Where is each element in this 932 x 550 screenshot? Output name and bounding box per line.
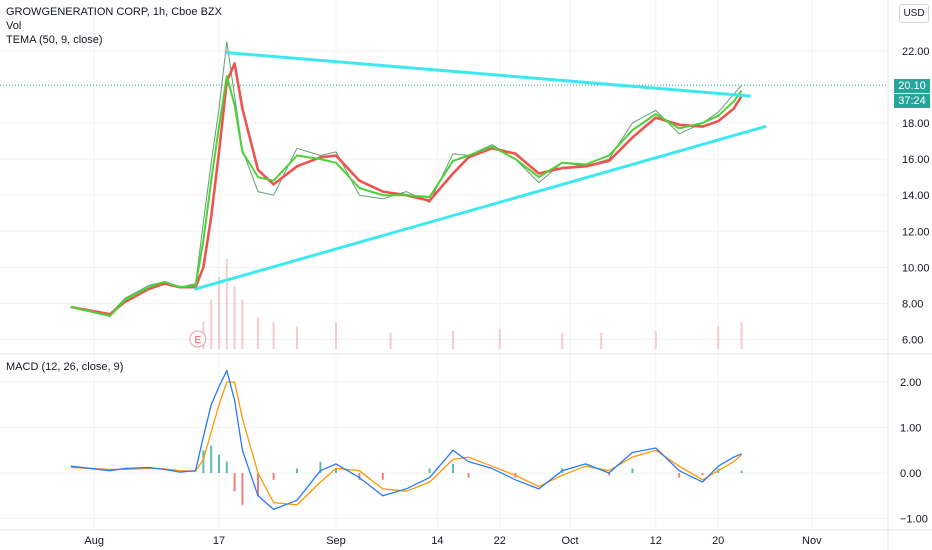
volume-bar — [296, 326, 298, 349]
vol-indicator-label[interactable]: Vol — [6, 20, 22, 32]
volume-bar — [257, 317, 259, 349]
macd-histogram-bar — [631, 468, 634, 473]
macd-axis-tick: −1.00 — [900, 514, 928, 526]
volume-bar — [225, 259, 228, 349]
macd-histogram-bar — [740, 470, 743, 473]
volume-bar — [272, 322, 275, 349]
macd-histogram-bar — [241, 473, 244, 505]
volume-bar — [452, 331, 454, 349]
volume-bar — [335, 322, 337, 349]
macd-histogram-bar — [210, 445, 213, 473]
macd-indicator-label[interactable]: MACD (12, 26, close, 9) — [6, 361, 124, 373]
time-axis-tick: 12 — [650, 535, 662, 547]
macd-histogram-bar — [358, 473, 361, 480]
volume-bar — [233, 286, 236, 349]
tema-line — [70, 75, 743, 317]
macd-histogram-bar — [467, 473, 470, 478]
volume-bar — [498, 329, 501, 349]
macd-histogram-bar — [202, 450, 205, 473]
time-axis-tick: Oct — [561, 535, 578, 547]
time-axis-tick: 14 — [431, 535, 443, 547]
price-axis-tick: 10.00 — [902, 262, 930, 274]
upper-trendline — [225, 51, 751, 98]
last-price-tag: 20.10 — [894, 79, 930, 93]
volume-bar — [389, 332, 392, 349]
price-axis-tick: 12.00 — [902, 226, 930, 238]
volume-bar — [241, 299, 244, 349]
time-axis-tick: 20 — [712, 535, 724, 547]
macd-axis-tick: 1.00 — [900, 423, 921, 435]
time-axis-tick: Aug — [84, 535, 104, 547]
macd-line — [70, 369, 742, 511]
macd-histogram-bar — [272, 473, 275, 480]
macd-histogram-bar — [296, 468, 298, 473]
time-axis-tick: 17 — [213, 535, 225, 547]
price-axis-tick: 16.00 — [902, 154, 930, 166]
symbol-title: GROWGENERATION CORP, 1h, Cboe BZX — [6, 6, 222, 18]
time-axis-tick: 22 — [494, 535, 506, 547]
earnings-marker-circle — [189, 330, 207, 348]
lower-trendline — [194, 125, 767, 291]
volume-bar — [740, 322, 743, 349]
price-axis-tick: 6.00 — [902, 335, 923, 347]
macd-histogram-bar — [335, 468, 337, 473]
macd-histogram-bar — [428, 468, 431, 473]
macd-histogram-bar — [225, 461, 228, 473]
macd-histogram-bar — [452, 463, 454, 473]
price-axis-tick: 8.00 — [902, 298, 923, 310]
time-axis-tick: Sep — [326, 535, 346, 547]
macd-histogram-bar — [218, 454, 220, 473]
macd-axis-tick: 0.00 — [900, 468, 921, 480]
earnings-marker-label: E — [194, 335, 201, 346]
macd-histogram-bar — [381, 473, 384, 480]
price-axis-tick: 22.00 — [902, 46, 930, 58]
time-axis-tick: Nov — [802, 535, 822, 547]
volume-bar — [210, 299, 213, 349]
volume-bar — [654, 331, 657, 349]
macd-histogram-bar — [257, 473, 259, 496]
macd-axis-tick: 2.00 — [900, 377, 921, 389]
macd-histogram-bar — [678, 473, 681, 478]
tema-signal-line — [70, 62, 743, 316]
countdown-tag: 37:24 — [894, 94, 930, 108]
currency-button[interactable]: USD — [899, 4, 929, 23]
volume-bar — [561, 332, 564, 349]
macd-histogram-bar — [701, 473, 704, 476]
price-axis-tick: 14.00 — [902, 190, 930, 202]
price-axis-tick: 18.00 — [902, 118, 930, 130]
macd-histogram-bar — [608, 473, 610, 476]
volume-bar — [218, 277, 220, 349]
macd-histogram-bar — [233, 473, 236, 492]
volume-bar — [600, 332, 603, 349]
tema-indicator-label[interactable]: TEMA (50, 9, close) — [6, 34, 103, 46]
volume-bar — [717, 326, 720, 349]
macd-histogram-bar — [319, 461, 322, 473]
